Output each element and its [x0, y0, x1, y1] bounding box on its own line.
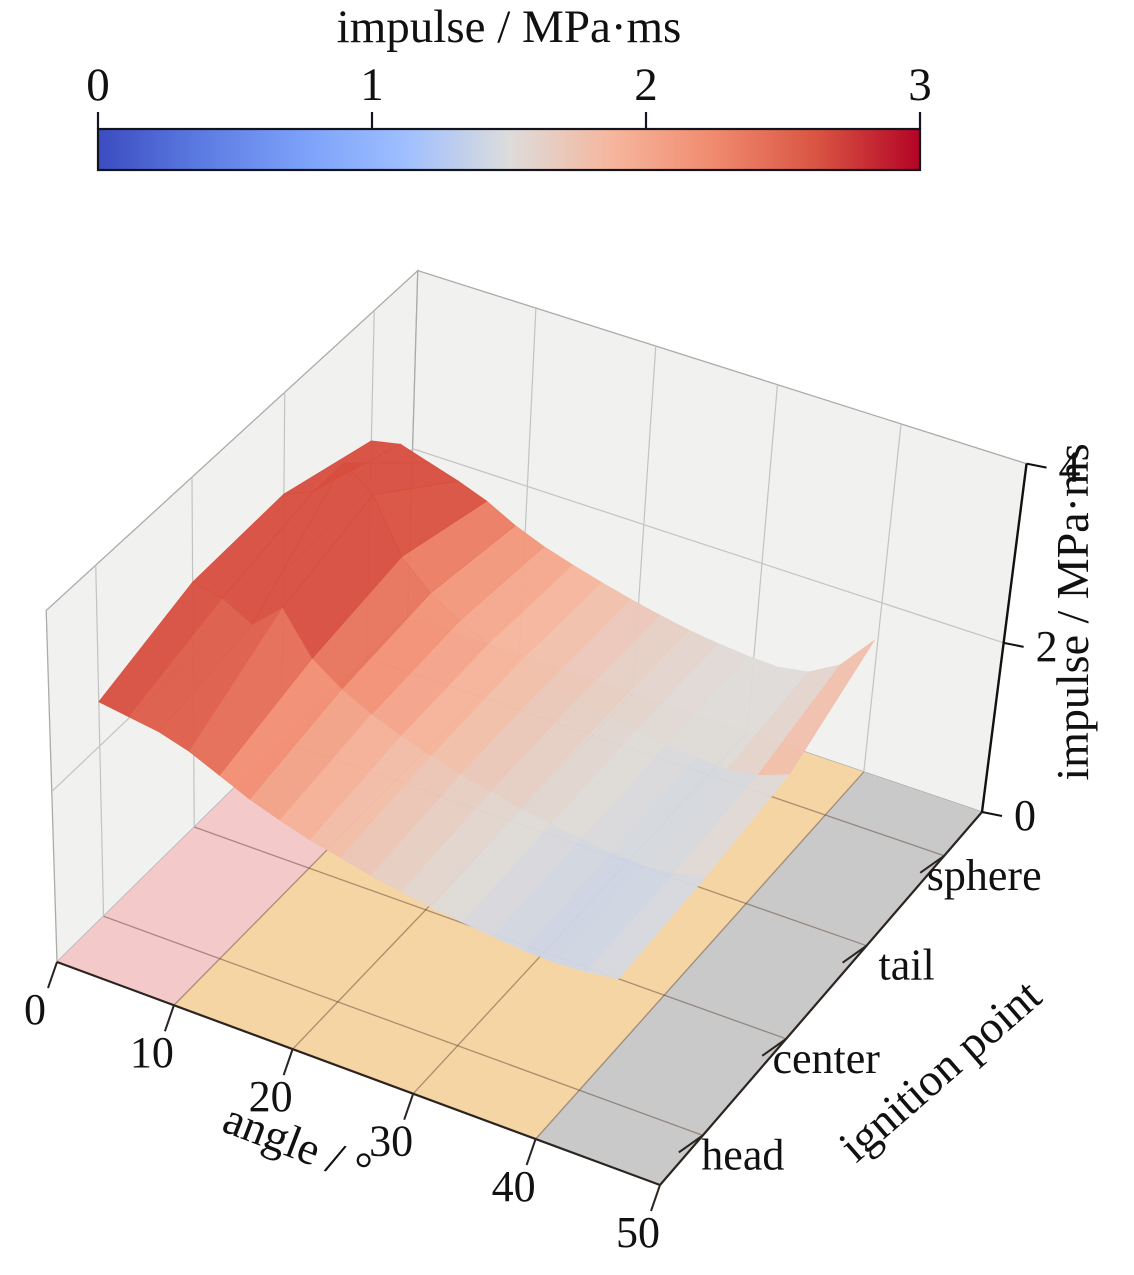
colorbar-tick-label: 3	[908, 59, 932, 111]
x-tick-label: 10	[130, 1028, 174, 1077]
grid-line	[761, 1038, 787, 1057]
colorbar-tick-label: 2	[634, 59, 658, 111]
z-tick-label: 2	[1036, 622, 1058, 671]
grid-line	[282, 1048, 294, 1076]
grid-line	[919, 854, 945, 874]
z-tick-label: 4	[1059, 443, 1081, 492]
grid-line	[980, 463, 1028, 813]
surface-facet	[188, 607, 313, 776]
y-tick-label-tail: tail	[878, 941, 934, 990]
grid-line	[47, 961, 58, 989]
colorbar-tick-label: 1	[360, 59, 384, 111]
y-tick-label-head: head	[701, 1130, 784, 1179]
grid-line	[95, 565, 105, 917]
grid-line	[1003, 641, 1024, 648]
grid-line	[56, 960, 661, 1187]
grid-line	[163, 1004, 175, 1032]
grid-line	[842, 944, 868, 964]
colorbar-ticks: 0 1 2 3	[86, 59, 932, 129]
colorbar: impulse / MPa·ms 0 1 2 3	[86, 1, 932, 172]
grid-line	[863, 423, 902, 772]
grid-line	[659, 811, 983, 1186]
z-tick-label: 0	[1014, 791, 1036, 840]
surface-facet	[585, 873, 706, 980]
grid-line	[678, 1134, 704, 1154]
colorbar-title: impulse / MPa·ms	[337, 1, 682, 53]
grid-line	[1026, 462, 1047, 469]
y-tick-label-center: center	[772, 1034, 880, 1083]
x-tick-label: 20	[249, 1072, 293, 1121]
colorbar-tick-label: 0	[86, 59, 110, 111]
grid-line	[981, 811, 1003, 817]
x-tick-label: 50	[616, 1208, 660, 1257]
grid-line	[525, 1138, 537, 1166]
grid-line	[412, 448, 1004, 644]
x-tick-label: 40	[492, 1162, 536, 1211]
x-axis-title: angle / °	[217, 1092, 379, 1195]
grid-line	[103, 915, 704, 1136]
grid-line	[535, 771, 865, 1140]
y-tick-label-sphere: sphere	[927, 851, 1042, 900]
grid-line	[650, 1184, 661, 1212]
surface-mesh	[98, 440, 875, 980]
grid-line	[403, 1093, 415, 1121]
z-axis-title: impulse / MPa·ms	[1047, 443, 1098, 780]
x-tick-label: 30	[369, 1117, 413, 1166]
x-tick-label: 0	[24, 985, 46, 1034]
colorbar-gradient-bar	[96, 127, 922, 172]
floor-band-40-50	[535, 771, 982, 1185]
